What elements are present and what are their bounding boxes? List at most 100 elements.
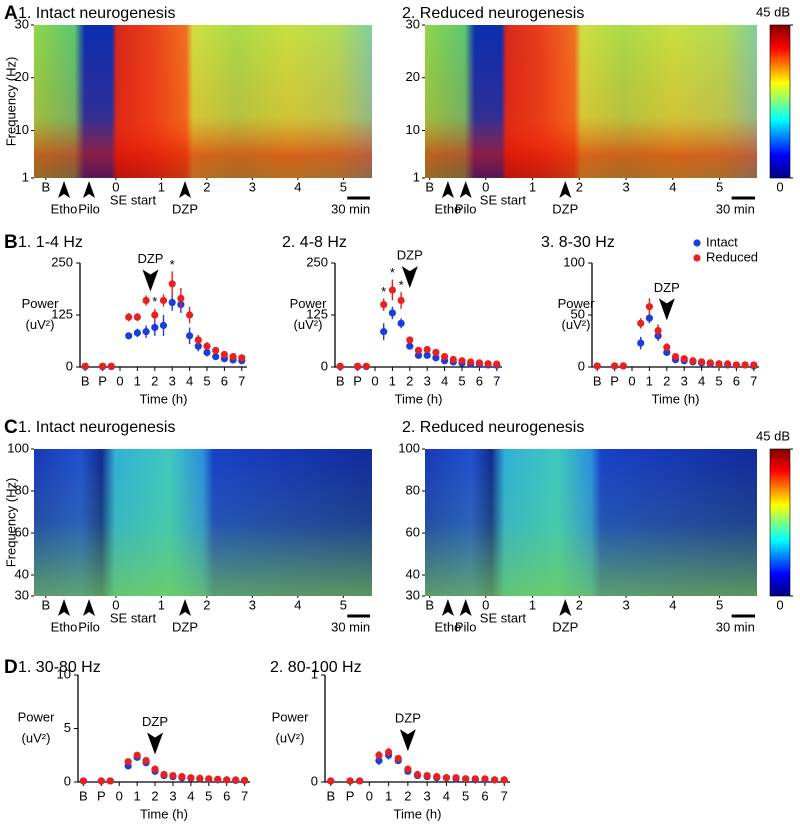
event-label: Etho bbox=[435, 619, 462, 634]
event-label: DZP bbox=[395, 711, 421, 726]
significance-mark: * bbox=[170, 257, 175, 272]
data-point bbox=[133, 329, 142, 337]
data-point bbox=[229, 353, 237, 361]
data-point bbox=[493, 360, 501, 368]
data-point bbox=[99, 362, 107, 370]
y-axis-label: Frequency (Hz) bbox=[3, 478, 18, 568]
x-axis-label: Time (h) bbox=[140, 806, 188, 821]
y-tick-label: 0 bbox=[66, 358, 73, 373]
x-tick-label: 0 bbox=[482, 597, 489, 612]
data-point bbox=[414, 346, 423, 354]
x-tick-label: 4 bbox=[443, 788, 450, 803]
x-tick-label: 3 bbox=[249, 597, 256, 612]
y-tick-label: 1 bbox=[22, 169, 29, 184]
y-tick-label: 30 bbox=[15, 16, 29, 31]
y-axis-label: Power bbox=[272, 709, 310, 724]
event-label: Pilo bbox=[455, 619, 477, 634]
legend-label: Intact bbox=[706, 234, 738, 249]
significance-mark: * bbox=[390, 265, 395, 280]
y-tick-label: 0 bbox=[64, 773, 71, 788]
y-tick-label: 1 bbox=[311, 666, 318, 681]
event-label: Pilo bbox=[455, 201, 477, 216]
x-tick-label: 6 bbox=[223, 788, 230, 803]
x-tick-label: 1 bbox=[389, 373, 396, 388]
x-tick-label: 7 bbox=[238, 373, 245, 388]
y-tick-label: 0 bbox=[311, 773, 318, 788]
event-arrow bbox=[58, 181, 71, 198]
start-label: SE start bbox=[110, 192, 157, 207]
data-point bbox=[413, 770, 422, 779]
x-tick-label: 7 bbox=[493, 373, 500, 388]
x-tick-label: B bbox=[336, 373, 345, 388]
event-arrow bbox=[658, 298, 675, 321]
event-label: DZP bbox=[397, 248, 423, 263]
y-tick-label: 20 bbox=[15, 69, 29, 84]
data-point bbox=[404, 765, 412, 773]
x-tick-label: B bbox=[326, 788, 335, 803]
x-tick-label: 5 bbox=[715, 373, 722, 388]
data-point bbox=[654, 327, 662, 335]
x-tick-label: 1 bbox=[529, 597, 536, 612]
data-point bbox=[151, 311, 159, 319]
data-point bbox=[384, 748, 393, 756]
x-tick-label: 0 bbox=[116, 788, 123, 803]
data-point bbox=[406, 342, 414, 350]
y-axis-label: Power bbox=[290, 296, 328, 311]
data-point bbox=[212, 346, 220, 354]
x-axis-label: Time (h) bbox=[394, 806, 442, 821]
event-label: Etho bbox=[51, 201, 78, 216]
y-tick-label: 80 bbox=[406, 482, 420, 497]
y-tick-label: 0 bbox=[578, 358, 585, 373]
data-point bbox=[697, 358, 706, 366]
chart-title: 1. Intact neurogenesis bbox=[18, 419, 175, 436]
data-point bbox=[397, 319, 405, 327]
data-point bbox=[151, 323, 159, 332]
data-point bbox=[414, 351, 423, 359]
data-point bbox=[185, 332, 194, 340]
x-tick-label: 5 bbox=[340, 179, 347, 194]
data-point bbox=[484, 360, 492, 368]
data-point bbox=[346, 777, 354, 785]
data-point bbox=[715, 360, 723, 368]
legend-marker bbox=[693, 254, 701, 262]
event-label: Etho bbox=[435, 201, 462, 216]
data-point bbox=[645, 303, 654, 311]
x-tick-label: 2 bbox=[151, 788, 158, 803]
chart-title: 2. 4-8 Hz bbox=[282, 234, 347, 251]
x-tick-label: 4 bbox=[294, 597, 301, 612]
event-arrow bbox=[441, 599, 454, 616]
y-axis-label: (uV²) bbox=[22, 730, 51, 745]
data-point bbox=[81, 362, 89, 370]
data-point bbox=[706, 359, 714, 367]
event-label: Pilo bbox=[78, 201, 100, 216]
event-label: DZP bbox=[137, 251, 163, 266]
data-point bbox=[394, 754, 402, 763]
y-tick-label: 80 bbox=[15, 482, 29, 497]
data-point bbox=[194, 336, 202, 344]
x-tick-label: 6 bbox=[476, 373, 483, 388]
x-tick-label: 5 bbox=[716, 179, 723, 194]
start-label: SE start bbox=[110, 610, 157, 625]
data-point bbox=[423, 351, 431, 359]
data-point bbox=[336, 362, 344, 370]
data-point bbox=[471, 775, 479, 783]
data-point bbox=[406, 336, 414, 344]
data-point bbox=[124, 758, 132, 766]
axes bbox=[591, 263, 759, 368]
x-tick-label: B bbox=[425, 179, 434, 194]
x-tick-label: P bbox=[610, 373, 619, 388]
data-point bbox=[168, 298, 176, 307]
y-axis-label: Power bbox=[558, 296, 596, 311]
y-tick-label: 40 bbox=[15, 566, 29, 581]
chart-title: 2. Reduced neurogenesis bbox=[402, 5, 584, 22]
data-point bbox=[680, 355, 688, 363]
data-point bbox=[637, 319, 645, 327]
event-arrow bbox=[83, 599, 96, 616]
x-axis-label: Time (h) bbox=[140, 391, 188, 406]
data-point bbox=[232, 776, 240, 784]
x-tick-label: 1 bbox=[529, 179, 536, 194]
data-point bbox=[203, 342, 211, 350]
x-tick-label: 5 bbox=[203, 373, 210, 388]
event-label: DZP bbox=[172, 619, 198, 634]
data-point bbox=[133, 751, 141, 759]
